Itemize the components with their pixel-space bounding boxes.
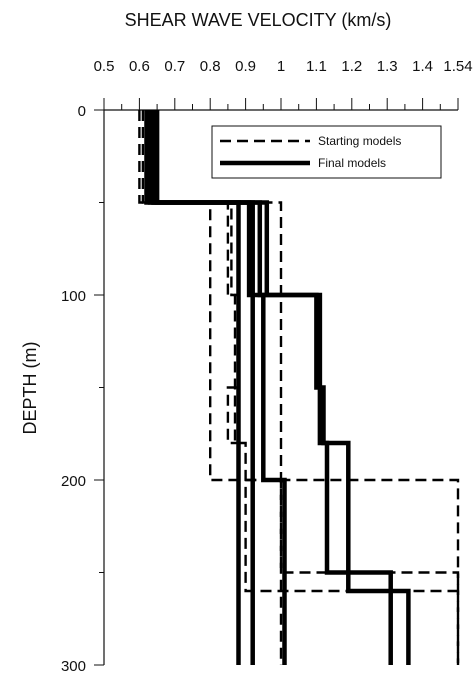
x-tick-label: 1.54 xyxy=(443,58,472,75)
starting-model-line xyxy=(138,110,460,665)
legend-box xyxy=(211,125,442,179)
x-tick-label: 0.8 xyxy=(200,58,221,75)
x-tick-label: 1.2 xyxy=(341,58,362,75)
x-tick-label: 1.4 xyxy=(412,58,433,75)
final-model-line xyxy=(154,110,241,665)
ticks-layer: 0.5 0.6 0.7 0.8 0.9 1 1.1 1.2 1.3 1.4 1.54 0 100 200 3… xyxy=(61,58,473,675)
y-axis-title: DEPTH (m) xyxy=(20,342,40,435)
legend: Starting models Final models xyxy=(211,125,442,179)
x-tick-label: 1.3 xyxy=(377,58,398,75)
final-model-line xyxy=(151,110,255,665)
final-model-line xyxy=(144,110,411,665)
x-tick-label: 0.6 xyxy=(129,58,150,75)
x-tick-label: 0.7 xyxy=(164,58,185,75)
x-tick-label: 0.9 xyxy=(235,58,256,75)
x-tick-label: 0.5 xyxy=(94,58,115,75)
y-tick-label: 100 xyxy=(61,288,86,305)
starting-model-line xyxy=(148,110,460,665)
starting-model-line xyxy=(141,110,283,665)
x-axis-title: SHEAR WAVE VELOCITY (km/s) xyxy=(125,10,392,30)
y-tick-label: 300 xyxy=(61,658,86,675)
legend-label: Final models xyxy=(318,156,386,170)
legend-label: Starting models xyxy=(318,134,401,148)
x-tick-label: 1.1 xyxy=(306,58,327,75)
series-layer xyxy=(138,110,460,665)
final-model-line xyxy=(147,110,393,665)
starting-model-line xyxy=(145,110,458,593)
final-model-line xyxy=(151,110,287,665)
y-tick-label: 200 xyxy=(61,473,86,490)
x-tick-label: 1 xyxy=(277,58,285,75)
y-tick-label: 0 xyxy=(78,103,86,120)
